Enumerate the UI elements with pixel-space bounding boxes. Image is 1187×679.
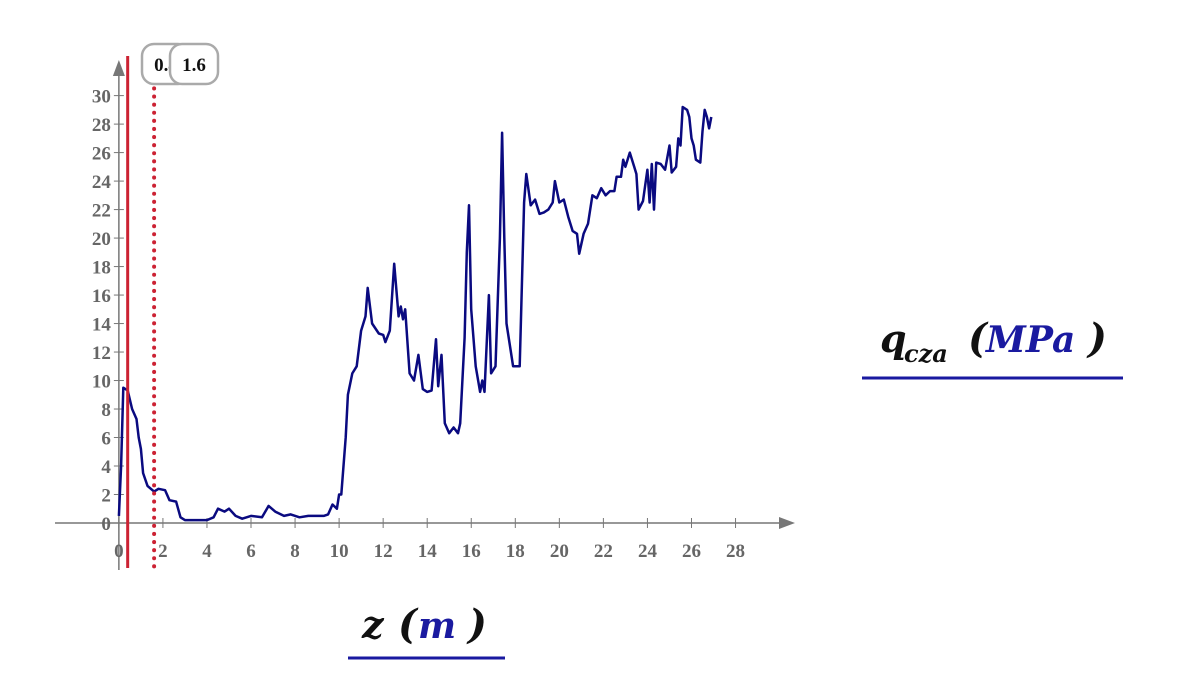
y-tick-label: 22 bbox=[92, 201, 111, 222]
x-axis-arrow bbox=[779, 516, 795, 529]
data-line bbox=[117, 105, 713, 522]
y-tick-label: 20 bbox=[92, 229, 111, 250]
paren: ) bbox=[466, 601, 487, 648]
y-tick-label: 6 bbox=[101, 429, 111, 450]
x-tick-label: 22 bbox=[594, 541, 613, 562]
paren: ) bbox=[1086, 315, 1107, 362]
x-tick-label: 4 bbox=[202, 541, 212, 562]
x-tick-label: 26 bbox=[682, 541, 701, 562]
y-symbol: q bbox=[880, 316, 907, 361]
y-tick-label: 0 bbox=[101, 514, 111, 535]
x-symbol: z bbox=[361, 602, 385, 647]
paren: ( bbox=[968, 315, 989, 362]
x-tick-label: 16 bbox=[462, 541, 481, 562]
x-tick-label: 24 bbox=[638, 541, 658, 562]
x-axis-label: z ( m ) bbox=[348, 601, 505, 660]
x-tick-label: 14 bbox=[418, 541, 438, 562]
marker-bubble bbox=[168, 42, 220, 86]
x-tick-label: 12 bbox=[374, 541, 393, 562]
y-tick-label: 12 bbox=[92, 343, 111, 364]
y-tick-label: 26 bbox=[92, 144, 111, 165]
y-unit: MPa bbox=[984, 319, 1075, 361]
x-tick-label: 28 bbox=[726, 541, 745, 562]
x-tick-label: 8 bbox=[290, 541, 300, 562]
y-tick-label: 14 bbox=[92, 315, 112, 336]
x-tick-label: 6 bbox=[246, 541, 256, 562]
x-unit: m bbox=[418, 605, 456, 647]
x-tick-label: 18 bbox=[506, 541, 525, 562]
y-tick-label: 2 bbox=[101, 485, 111, 506]
y-tick-label: 30 bbox=[92, 87, 111, 108]
x-tick-label: 20 bbox=[550, 541, 569, 562]
y-axis-arrow bbox=[112, 60, 125, 76]
marker-label: 1.6 bbox=[182, 55, 206, 76]
y-tick-label: 16 bbox=[92, 286, 111, 307]
y-tick-label: 8 bbox=[101, 400, 111, 421]
y-subscript: cza bbox=[904, 339, 948, 368]
y-tick-label: 24 bbox=[92, 172, 112, 193]
y-tick-label: 28 bbox=[92, 115, 111, 136]
y-tick-label: 18 bbox=[92, 258, 111, 279]
y-tick-label: 10 bbox=[92, 372, 111, 393]
paren: ( bbox=[398, 601, 419, 648]
x-tick-label: 10 bbox=[330, 541, 349, 562]
x-tick-label: 0 bbox=[114, 541, 124, 562]
y-tick-label: 4 bbox=[101, 457, 111, 478]
y-axis-label: q cza ( MPa ) bbox=[862, 315, 1123, 380]
x-tick-label: 2 bbox=[158, 541, 168, 562]
